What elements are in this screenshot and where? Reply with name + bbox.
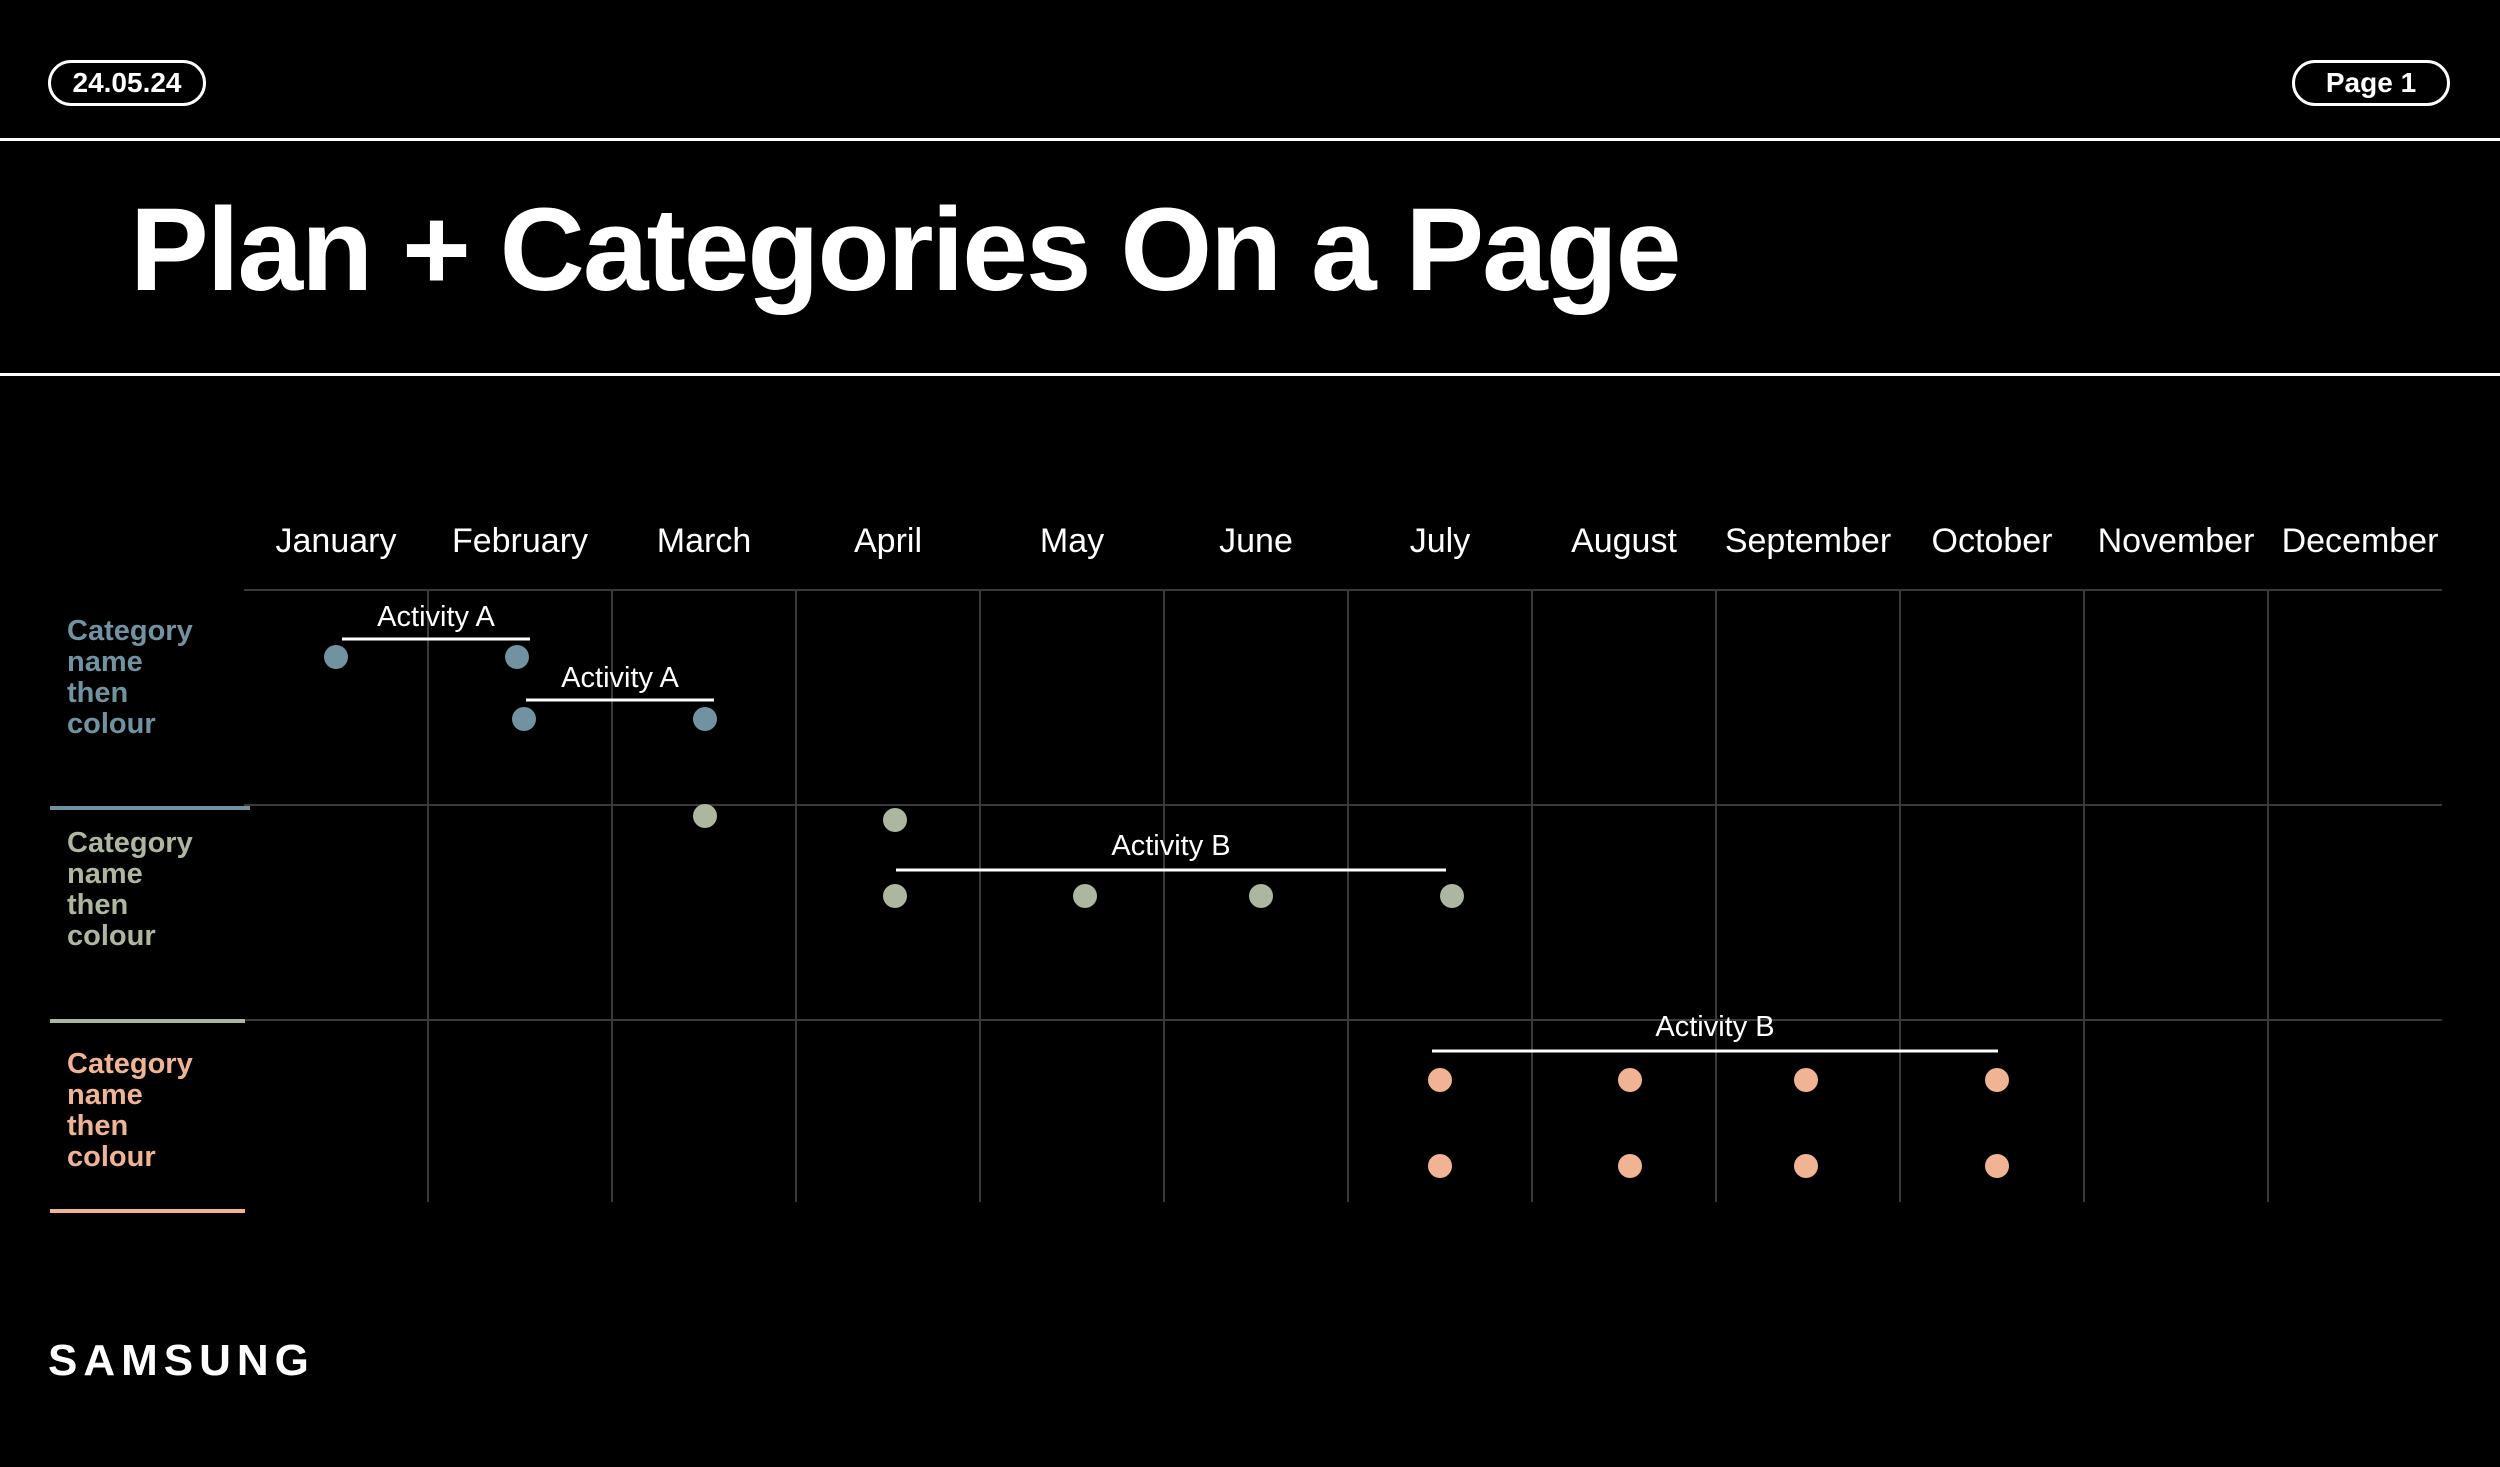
category-label-line: name xyxy=(67,1079,143,1111)
month-label: September xyxy=(1725,522,1891,560)
activity-dot xyxy=(1618,1154,1642,1178)
month-label: March xyxy=(657,522,751,560)
activity-label: Activity B xyxy=(1655,1011,1774,1043)
month-label: June xyxy=(1219,522,1293,560)
month-label: February xyxy=(452,522,588,560)
category-label-line: name xyxy=(67,646,143,678)
header-divider-top xyxy=(0,138,2500,141)
activity-dot xyxy=(324,645,348,669)
category-label-line: name xyxy=(67,858,143,890)
activity-dot xyxy=(883,808,907,832)
category-label-line: then xyxy=(67,1110,129,1142)
category-label-line: then xyxy=(67,677,129,709)
activity-dot xyxy=(693,707,717,731)
category-label-line: then xyxy=(67,889,129,921)
category-label: Category name then colour xyxy=(67,616,247,740)
activity-label: Activity B xyxy=(1111,830,1230,862)
month-label: August xyxy=(1571,522,1677,560)
activity-dot xyxy=(1249,884,1273,908)
page-number-badge: Page 1 xyxy=(2292,60,2450,106)
category-label-line: colour xyxy=(67,708,156,740)
month-label: January xyxy=(276,522,397,560)
activity-dot xyxy=(693,804,717,828)
month-label: December xyxy=(2282,522,2439,560)
month-label: July xyxy=(1410,522,1470,560)
activity-dot xyxy=(1618,1068,1642,1092)
category-label-line: colour xyxy=(67,920,156,952)
category-label: Category name then colour xyxy=(67,828,247,952)
activity-dot xyxy=(505,645,529,669)
month-label: October xyxy=(1932,522,2053,560)
activity-dot xyxy=(1428,1068,1452,1092)
activity-dot xyxy=(1440,884,1464,908)
category-label-line: Category xyxy=(67,615,193,647)
activity-dot xyxy=(1794,1154,1818,1178)
activity-dot xyxy=(1985,1154,2009,1178)
month-label: May xyxy=(1040,522,1104,560)
samsung-logo: SAMSUNG xyxy=(48,1336,315,1385)
date-text: 24.05.24 xyxy=(72,67,182,98)
activity-dot xyxy=(1794,1068,1818,1092)
header-divider-bottom xyxy=(0,373,2500,376)
activity-label: Activity A xyxy=(377,601,495,633)
activity-dot xyxy=(1985,1068,2009,1092)
date-badge: 24.05.24 xyxy=(48,60,206,106)
month-label: November xyxy=(2098,522,2255,560)
activity-dot xyxy=(512,707,536,731)
activity-dot xyxy=(1073,884,1097,908)
activity-dot xyxy=(1428,1154,1452,1178)
category-label-line: colour xyxy=(67,1141,156,1173)
activity-dot xyxy=(883,884,907,908)
category-label: Category name then colour xyxy=(67,1049,247,1173)
page-number-text: Page 1 xyxy=(2325,67,2417,98)
month-label: April xyxy=(854,522,922,560)
category-label-line: Category xyxy=(67,827,193,859)
category-label-line: Category xyxy=(67,1048,193,1080)
activity-label: Activity A xyxy=(561,662,679,694)
page-title: Plan + Categories On a Page xyxy=(130,184,1681,316)
